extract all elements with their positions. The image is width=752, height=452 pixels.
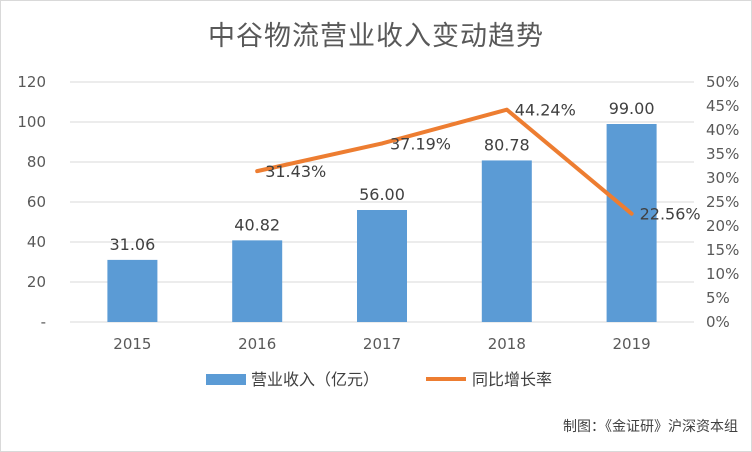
category-label: 2019	[613, 335, 651, 353]
category-label: 2018	[488, 335, 526, 353]
left-axis-tick-label: 40	[27, 233, 46, 251]
line-value-label: 37.19%	[390, 134, 451, 153]
left-axis-tick-label: 80	[27, 153, 46, 171]
legend-swatch-bar	[206, 374, 246, 385]
data-labels: 31.06 40.82 56.00 80.78 99.00 31.43% 37.19% 44.…	[109, 99, 700, 254]
right-axis-tick-label: 30%	[706, 169, 739, 187]
bar	[606, 124, 657, 322]
line-series	[255, 107, 634, 216]
category-label: 2015	[113, 335, 151, 353]
right-axis-tick-label: 20%	[706, 217, 739, 235]
right-axis-tick-label: 50%	[706, 73, 739, 91]
chart-title: 中谷物流营业收入变动趋势	[208, 21, 544, 52]
bar-value-label: 80.78	[484, 135, 530, 154]
bar	[232, 240, 283, 322]
right-axis-tick-label: 40%	[706, 121, 739, 139]
legend-label-bar: 营业收入（亿元）	[251, 370, 379, 389]
right-axis-tick-label: 45%	[706, 97, 739, 115]
bar-series	[107, 124, 657, 322]
right-axis-tick-label: 25%	[706, 193, 739, 211]
source-note: 制图：《金证研》沪深资本组	[563, 419, 738, 435]
right-axis-tick-label: 10%	[706, 265, 739, 283]
right-axis-tick-label: 15%	[706, 241, 739, 259]
line-value-label: 22.56%	[640, 205, 701, 224]
bar	[107, 259, 158, 322]
growth-line	[255, 107, 634, 216]
left-axis-tick-label: -	[41, 313, 46, 331]
legend: 营业收入（亿元） 同比增长率	[206, 370, 552, 389]
bar-value-label: 99.00	[609, 99, 655, 118]
right-axis-ticks: 0% 5% 10% 15% 20% 25% 30% 35% 40% 45% 50%	[706, 73, 739, 331]
line-value-label: 44.24%	[515, 101, 576, 120]
legend-label-line: 同比增长率	[472, 370, 552, 389]
bar	[357, 210, 407, 322]
left-axis-tick-label: 20	[27, 273, 46, 291]
right-axis-tick-label: 0%	[706, 313, 730, 331]
left-axis-tick-label: 60	[27, 193, 46, 211]
line-value-label: 31.43%	[265, 162, 326, 181]
right-axis-tick-label: 35%	[706, 145, 739, 163]
bar-value-label: 31.06	[109, 235, 155, 254]
category-label: 2016	[238, 335, 276, 353]
category-label: 2017	[363, 335, 401, 353]
left-axis-tick-label: 120	[17, 73, 46, 91]
category-axis-labels: 2015 2016 2017 2018 2019	[113, 335, 650, 353]
bar	[481, 160, 532, 322]
bar-value-label: 56.00	[359, 185, 405, 204]
right-axis-tick-label: 5%	[706, 289, 730, 307]
left-axis-tick-label: 100	[17, 113, 46, 131]
bar-value-label: 40.82	[234, 215, 280, 234]
left-axis-ticks: - 20 40 60 80 100 120	[17, 73, 46, 331]
